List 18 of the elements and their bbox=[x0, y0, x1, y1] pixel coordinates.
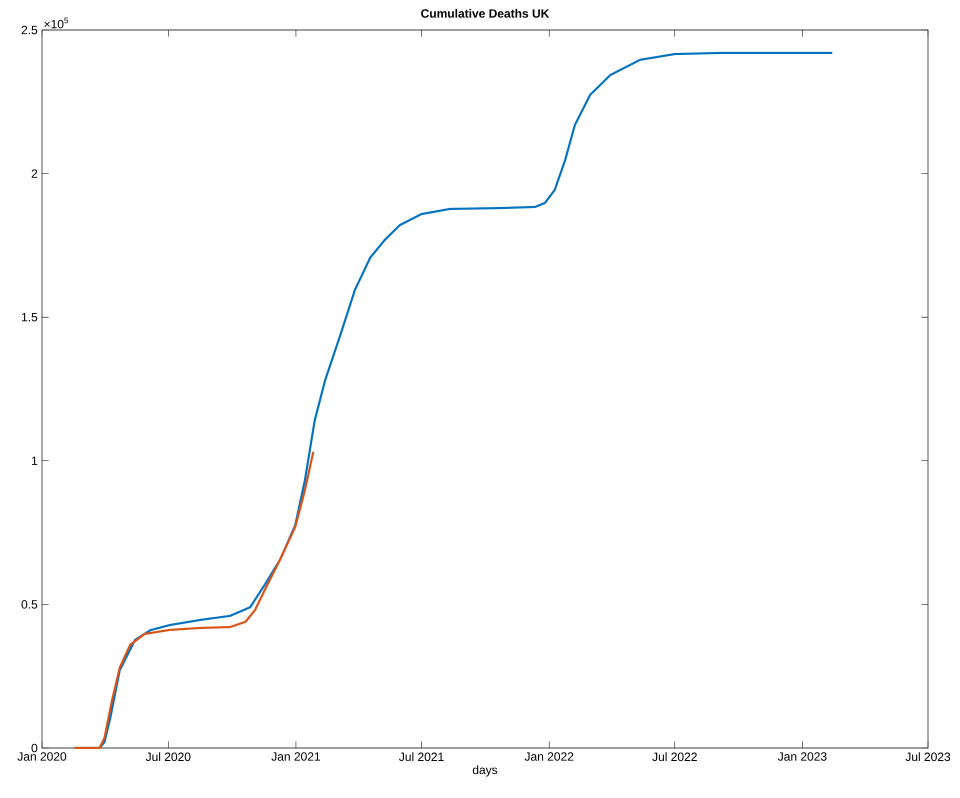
y-tick-label: 1 bbox=[32, 456, 38, 465]
x-tick-label: Jul 2023 bbox=[906, 752, 950, 762]
y-tick-label: 0.5 bbox=[22, 600, 38, 609]
line-series bbox=[74, 450, 314, 750]
x-tick-label: Jul 2020 bbox=[146, 752, 190, 762]
x-tick-label: Jan 2020 bbox=[18, 752, 66, 761]
x-tick-label: Jan 2022 bbox=[524, 752, 574, 761]
y-tick-label: 1.5 bbox=[22, 312, 38, 322]
x-tick-label: Jul 2022 bbox=[652, 752, 697, 762]
y-tick-label: 2 bbox=[32, 169, 38, 178]
y-tick-label: 2.5 bbox=[22, 26, 38, 34]
y-tick-label: 0 bbox=[32, 744, 38, 752]
x-tick-label: Jan 2023 bbox=[778, 752, 827, 761]
x-axis-title: days bbox=[472, 765, 498, 777]
x-tick-label: Jan 2021 bbox=[271, 752, 320, 761]
text: ×10$^{5}$ bbox=[44, 18, 68, 28]
x-tick-label: Jul 2021 bbox=[399, 752, 444, 762]
chart-title: Cumulative Deaths UK bbox=[421, 8, 550, 18]
